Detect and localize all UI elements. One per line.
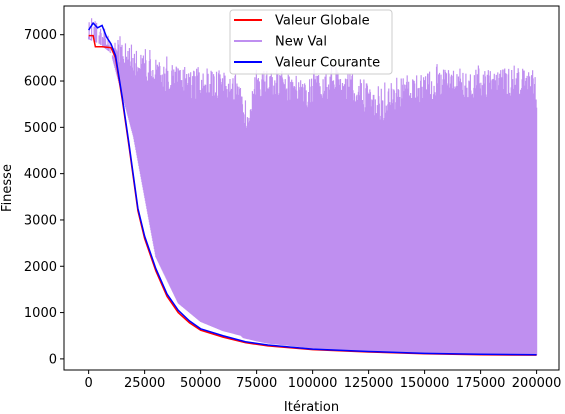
legend-label: Valeur Globale	[275, 14, 370, 29]
x-tick-label: 175000	[456, 376, 506, 391]
y-tick-label: 0	[49, 352, 57, 367]
plot-frame	[63, 5, 560, 371]
series-valeur-courante	[88, 21, 537, 356]
legend-label: Valeur Courante	[275, 56, 380, 71]
x-tick-label: 150000	[400, 376, 450, 391]
x-axis: 0 25000 50000 75000 100000 125000 150000 175000…	[84, 370, 561, 391]
y-tick-label: 5000	[24, 121, 57, 136]
x-axis-title: Itération	[284, 400, 339, 414]
x-tick-label: 50000	[180, 376, 221, 391]
legend: Valeur Globale New Val Valeur Courante	[229, 9, 393, 75]
y-tick-label: 2000	[24, 260, 57, 275]
y-tick-label: 7000	[24, 28, 57, 43]
y-axis-title: Finesse	[0, 164, 15, 212]
x-tick-label: 0	[84, 376, 92, 391]
y-axis: 0 1000 2000 3000 4000 5000 6000 7000	[24, 28, 64, 367]
legend-box	[229, 9, 393, 75]
plot-area	[88, 18, 538, 356]
y-tick-label: 6000	[24, 75, 57, 90]
y-tick-label: 4000	[24, 167, 57, 182]
series-new-val	[88, 18, 538, 356]
y-tick-label: 1000	[24, 306, 57, 321]
x-tick-label: 75000	[236, 376, 277, 391]
x-tick-label: 25000	[124, 376, 165, 391]
legend-label: New Val	[275, 35, 327, 50]
x-tick-label: 200000	[512, 376, 562, 391]
y-tick-label: 3000	[24, 213, 57, 228]
x-tick-label: 100000	[288, 376, 338, 391]
x-tick-label: 125000	[344, 376, 394, 391]
